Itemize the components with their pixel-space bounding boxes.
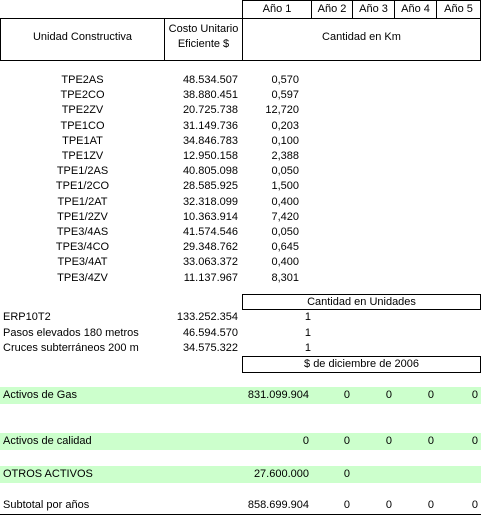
band-activos-calidad: [0, 433, 481, 450]
summary-year-value: 0: [343, 435, 350, 447]
unit-qty-km: 0,050: [271, 226, 299, 238]
summary-year-value: 0: [343, 389, 350, 401]
unit-cost: 20.725.738: [182, 104, 238, 117]
unit-name: TPE1/2AS: [56, 165, 109, 178]
unit-cost: 40.805.098: [182, 165, 238, 178]
unit-name: ERP10T2: [3, 311, 51, 323]
unit-name: TPE3/4CO: [55, 241, 110, 254]
unit-qty-km: 0,400: [271, 256, 299, 269]
summary-year-value: 0: [427, 389, 434, 401]
summary-label: Activos de Gas: [3, 389, 77, 401]
summary-year-value: 0: [385, 389, 392, 401]
quantity-km-header: Cantidad en Km: [322, 31, 401, 43]
unit-name: TPE2AS: [61, 74, 104, 86]
unit-cost: 10.363.914: [182, 210, 238, 223]
band-activos-gas: [0, 387, 481, 404]
unit-cost: 11.137.967: [183, 271, 238, 284]
unit-qty-km: 8,301: [271, 271, 299, 284]
unit-qty-km: 0,645: [271, 241, 299, 254]
unit-qty-km: 0,050: [271, 165, 299, 178]
summary-year-value: 0: [471, 499, 478, 511]
summary-label: Subtotal por años: [3, 499, 90, 511]
summary-year-value: 0: [471, 435, 478, 447]
summary-year-value: 0: [343, 468, 350, 480]
unit-qty-km: 7,420: [271, 210, 299, 223]
summary-label: OTROS ACTIVOS: [3, 468, 93, 480]
unit-cost: 33.063.372: [182, 256, 238, 269]
summary-year-value: 0: [302, 435, 309, 447]
unit-qty-km: 0,570: [271, 74, 299, 86]
unit-cost: 34.575.322: [182, 342, 238, 354]
unit-column-header: Unidad Constructiva: [32, 31, 133, 43]
band-otros-activos: [0, 466, 481, 483]
unit-name: TPE3/4ZV: [57, 271, 108, 284]
unit-qty: 1: [304, 326, 311, 339]
unit-cost: 31.149.736: [182, 119, 238, 132]
summary-year-value: 831.099.904: [247, 389, 309, 401]
year-header-2: Año 2: [317, 3, 347, 15]
summary-year-value: 0: [427, 499, 434, 511]
unit-cost: 28.585.925: [182, 180, 238, 193]
summary-year-value: 0: [427, 435, 434, 447]
unit-qty-km: 0,203: [271, 119, 299, 132]
unit-name: TPE2CO: [60, 89, 105, 102]
year-header-4: Año 4: [401, 3, 430, 15]
year-header-5: Año 5: [444, 3, 473, 15]
unit-cost: 46.594.570: [182, 326, 238, 339]
unit-cost: 38.880.451: [182, 89, 238, 102]
unit-name: TPE1AT: [62, 134, 103, 147]
unit-cost: 29.348.762: [182, 241, 238, 254]
summary-year-value: 0: [385, 435, 392, 447]
unit-cost: 41.574.546: [182, 226, 238, 238]
unit-qty-km: 1,500: [271, 180, 299, 193]
unit-name: TPE1CO: [60, 119, 105, 132]
unit-qty: 1: [304, 311, 311, 323]
cost-column-header-line2: Eficiente $: [177, 38, 230, 50]
unit-name: TPE3/4AS: [56, 226, 109, 238]
year-header-3: Año 3: [359, 3, 388, 15]
unit-qty-km: 0,597: [271, 89, 299, 102]
summary-label: Activos de calidad: [3, 435, 92, 447]
unit-cost: 133.252.354: [176, 311, 238, 323]
unit-name: TPE3/4AT: [57, 256, 108, 269]
unit-cost: 12.950.158: [182, 150, 238, 162]
unit-name: TPE2ZV: [61, 104, 104, 117]
unit-name: TPE1ZV: [61, 150, 104, 162]
unit-qty-km: 0,400: [271, 195, 299, 208]
summary-year-value: 0: [471, 389, 478, 401]
unit-qty-km: 2,388: [271, 150, 299, 162]
unit-cost: 34.846.783: [182, 134, 238, 147]
summary-year-value: 0: [343, 499, 350, 511]
cost-column-header-line1: Costo Unitario: [168, 23, 239, 35]
summary-year-value: 27.600.000: [253, 468, 309, 480]
unit-qty-km: 0,100: [271, 134, 299, 147]
unit-name: TPE1/2CO: [55, 180, 110, 193]
quantity-units-header: Cantidad en Unidades: [307, 296, 416, 308]
unit-name: Cruces subterráneos 200 m: [3, 342, 139, 354]
unit-name: TPE1/2AT: [57, 195, 108, 208]
unit-qty-km: 12,720: [265, 104, 299, 117]
summary-year-value: 0: [385, 499, 392, 511]
year-header-1: Año 1: [262, 3, 292, 15]
unit-cost: 48.534.507: [182, 74, 238, 86]
unit-name: Pasos elevados 180 metros: [3, 326, 139, 339]
unit-qty: 1: [304, 342, 311, 354]
summary-year-value: 858.699.904: [247, 499, 309, 511]
unit-cost: 32.318.099: [182, 195, 238, 208]
currency-date-header: $ de diciembre de 2006: [304, 358, 419, 370]
unit-name: TPE1/2ZV: [57, 210, 108, 223]
